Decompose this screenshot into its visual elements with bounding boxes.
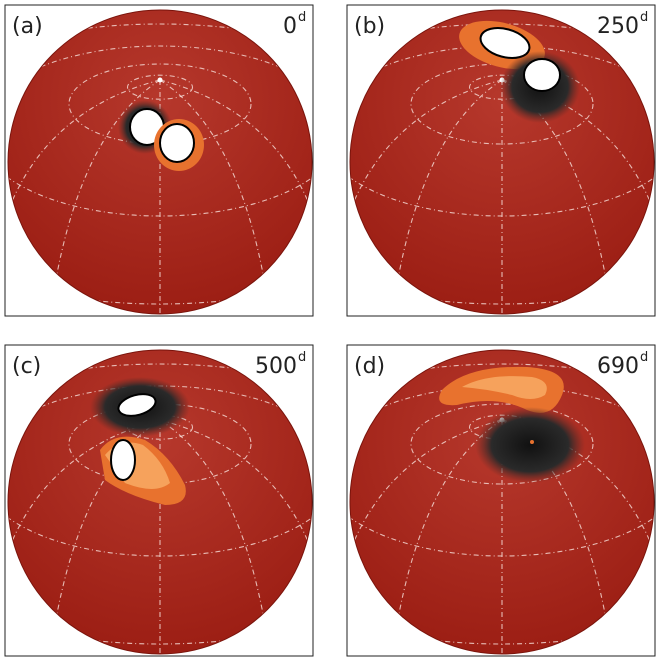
- sphere-outline: [349, 9, 655, 315]
- panel-label: (a): [12, 14, 43, 39]
- epoch-unit: d: [298, 350, 306, 365]
- panel-label: (b): [354, 14, 385, 39]
- panel: (a) 0 d: [4, 4, 314, 317]
- spot: [475, 407, 585, 483]
- latitude-line: [410, 403, 594, 485]
- sphere-outline: [7, 349, 313, 655]
- sphere-outline: [7, 9, 313, 315]
- meridian-line: [49, 79, 161, 314]
- panel-label: (d): [354, 354, 385, 379]
- spot: [530, 440, 534, 444]
- panel: (b) 250 d: [346, 4, 656, 317]
- latitude-line: [68, 63, 252, 145]
- epoch-unit: d: [640, 10, 648, 25]
- pole: [157, 77, 163, 83]
- latitude-line: [410, 63, 594, 145]
- sphere: [8, 10, 312, 314]
- panel: (c) 500 d: [4, 344, 314, 657]
- epoch-label: 0: [283, 14, 297, 39]
- epoch-label: 690: [597, 354, 639, 379]
- sphere: [350, 350, 654, 654]
- epoch-label: 500: [255, 354, 297, 379]
- spot: [523, 58, 561, 92]
- epoch-unit: d: [298, 10, 306, 25]
- latitude-line: [126, 74, 194, 100]
- epoch-unit: d: [640, 350, 648, 365]
- spot: [110, 439, 136, 481]
- meridian-line: [391, 79, 503, 314]
- sphere-outline: [349, 349, 655, 655]
- panel: (d) 690 d: [346, 344, 656, 657]
- epoch-label: 250: [597, 14, 639, 39]
- panel-label: (c): [12, 354, 41, 379]
- spot: [479, 27, 531, 59]
- spot: [117, 393, 157, 417]
- spot: [159, 123, 195, 163]
- latitude-line: [68, 403, 252, 485]
- meridian-line: [159, 79, 271, 314]
- spot: [462, 376, 547, 399]
- meridian-line: [159, 419, 271, 654]
